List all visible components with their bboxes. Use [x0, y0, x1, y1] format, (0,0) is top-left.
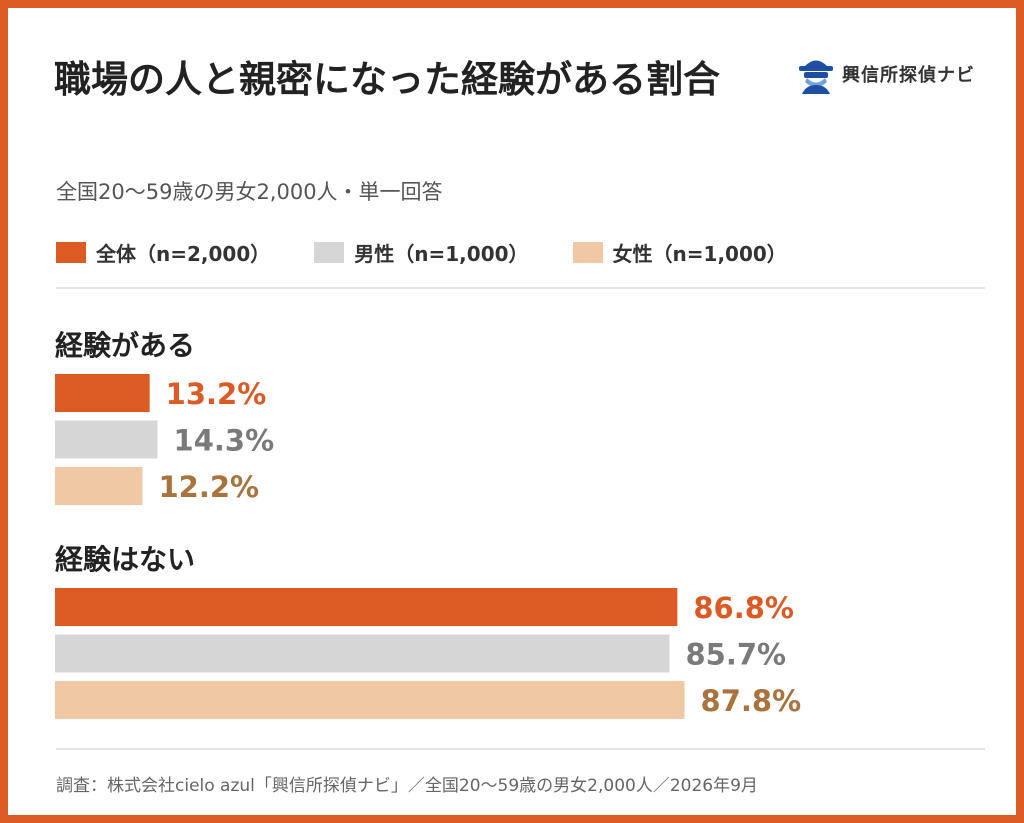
legend-swatch-female — [572, 242, 603, 263]
bar-male — [55, 420, 158, 459]
legend-swatch-male — [314, 242, 345, 263]
value-label-female: 87.8% — [701, 684, 802, 718]
legend-item-all: 全体（n=2,000） — [56, 238, 270, 267]
divider-top — [56, 287, 985, 289]
bar-all — [55, 588, 678, 626]
value-label-all: 86.8% — [693, 591, 794, 625]
legend: 全体（n=2,000） 男性（n=1,000） 女性（n=1,000） — [56, 238, 831, 267]
brand-name: 興信所探偵ナビ — [842, 65, 975, 86]
divider-bottom — [56, 748, 985, 750]
legend-swatch-all — [56, 242, 86, 263]
category-label: 経験はない — [55, 543, 195, 576]
legend-label-female: 女性（n=1,000） — [612, 242, 787, 266]
chart-footer: 調査：株式会社cielo azul「興信所探偵ナビ」／全国20〜59歳の男女2,… — [56, 776, 758, 796]
bar-all — [55, 374, 150, 412]
value-label-male: 85.7% — [685, 638, 786, 672]
category-label: 経験がある — [55, 329, 195, 362]
brand-logo: 興信所探偵ナビ — [798, 54, 975, 94]
bar-female — [55, 467, 143, 505]
legend-label-all: 全体（n=2,000） — [96, 242, 271, 266]
bar-female — [55, 681, 685, 719]
value-label-all: 13.2% — [166, 377, 267, 411]
chart-subtitle: 全国20〜59歳の男女2,000人・単一回答 — [56, 180, 443, 204]
chart-title: 職場の人と親密になった経験がある割合 — [54, 58, 720, 101]
legend-item-male: 男性（n=1,000） — [314, 238, 529, 267]
value-label-male: 14.3% — [174, 424, 275, 458]
value-label-female: 12.2% — [158, 470, 259, 504]
bar-chart: 経験がある 13.2% 14.3% 12.2% 経験はない 86.8% 85.7% 87.8% — [55, 329, 802, 719]
legend-item-female: 女性（n=1,000） — [572, 238, 787, 267]
bar-male — [55, 634, 670, 673]
detective-icon — [799, 60, 833, 94]
legend-label-male: 男性（n=1,000） — [354, 242, 529, 266]
